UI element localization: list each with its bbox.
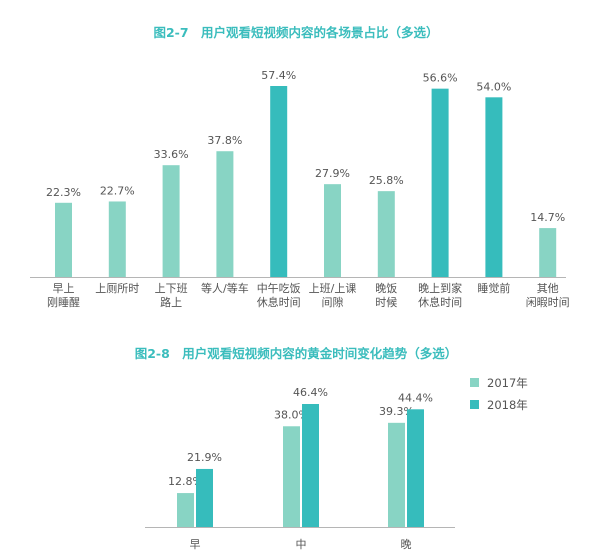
chart1-bar — [377, 191, 395, 277]
legend-swatch — [470, 378, 479, 387]
chart1-category-label: 休息时间 — [418, 295, 462, 309]
chart1-category-label: 刚睡醒 — [47, 296, 80, 309]
chart1-category-label: 晚饭 — [375, 282, 397, 295]
chart2-value-label: 21.9% — [187, 451, 222, 464]
chart1-category-label: 其他 — [537, 282, 559, 295]
chart1-value-label: 33.6% — [154, 148, 189, 161]
legend-label: 2017年 — [487, 376, 528, 390]
chart1-value-label: 37.8% — [207, 134, 242, 147]
chart1-category-label: 路上 — [160, 296, 182, 309]
chart1-bar — [216, 151, 234, 277]
chart1-bar — [162, 165, 180, 277]
chart1-category-label: 上厕所时 — [95, 282, 139, 295]
chart1-bar — [270, 86, 288, 277]
chart2-bar — [388, 422, 405, 527]
chart2-category-label: 中 — [296, 538, 307, 551]
chart1-category-label: 中午吃饭 — [257, 282, 301, 295]
chart1-category-label: 早上 — [53, 282, 75, 295]
chart1-bar — [324, 184, 341, 277]
chart1-value-label: 25.8% — [369, 174, 404, 187]
chart2-category-label: 早 — [190, 538, 201, 551]
chart2-title: 图2-8 用户观看短视频内容的黄金时间变化趋势（多选） — [135, 346, 458, 361]
chart2-value-label: 46.4% — [293, 386, 328, 399]
chart1-value-label: 56.6% — [423, 72, 458, 85]
chart1-bar — [108, 201, 126, 277]
chart1-title: 图2-7 用户观看短视频内容的各场景占比（多选） — [153, 25, 438, 40]
chart2-bar — [302, 404, 319, 527]
legend-swatch — [470, 400, 479, 409]
chart2-value-label: 39.3% — [379, 405, 414, 418]
chart1-bar — [431, 88, 449, 277]
chart1-category-label: 时候 — [375, 295, 397, 309]
chart1-value-label: 22.7% — [100, 184, 135, 197]
chart1-category-label: 等人/等车 — [201, 281, 249, 295]
chart1-category-label: 睡觉前 — [477, 281, 510, 295]
chart1-category-label: 间隙 — [322, 295, 344, 309]
chart1-value-label: 14.7% — [530, 211, 565, 224]
chart2-value-label: 44.4% — [398, 391, 433, 404]
chart2-value-label: 12.8% — [168, 475, 203, 488]
chart1-bar — [539, 228, 557, 277]
chart2-bar — [407, 409, 424, 527]
chart2-bar — [283, 426, 300, 527]
chart1-value-label: 22.3% — [46, 186, 81, 199]
legend-label: 2018年 — [487, 398, 528, 412]
chart1-value-label: 27.9% — [315, 167, 350, 180]
chart1-category-label: 晚上到家 — [418, 281, 462, 295]
chart2-bar — [177, 493, 194, 527]
chart1-category-label: 上班/上课 — [309, 282, 357, 295]
chart2-value-label: 38.0% — [274, 408, 309, 421]
chart1-value-label: 54.0% — [476, 80, 511, 93]
chart2-category-label: 晚 — [401, 538, 412, 551]
chart1-value-label: 57.4% — [261, 69, 296, 82]
chart1-category-label: 休息时间 — [257, 295, 301, 309]
chart1-category-label: 上下班 — [155, 282, 188, 295]
chart1-category-label: 闲暇时间 — [526, 295, 570, 309]
chart2-bar — [196, 468, 213, 527]
chart1-bar — [55, 202, 72, 277]
chart1-bar — [485, 97, 503, 277]
